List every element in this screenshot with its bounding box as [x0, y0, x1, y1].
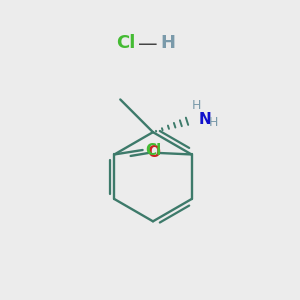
Text: N: N [199, 112, 212, 127]
Text: H: H [208, 116, 218, 129]
Text: O: O [147, 146, 160, 160]
Text: —: — [138, 35, 158, 54]
Text: Cl: Cl [116, 34, 135, 52]
Text: H: H [191, 99, 201, 112]
Text: Cl: Cl [145, 142, 161, 158]
Text: H: H [160, 34, 175, 52]
